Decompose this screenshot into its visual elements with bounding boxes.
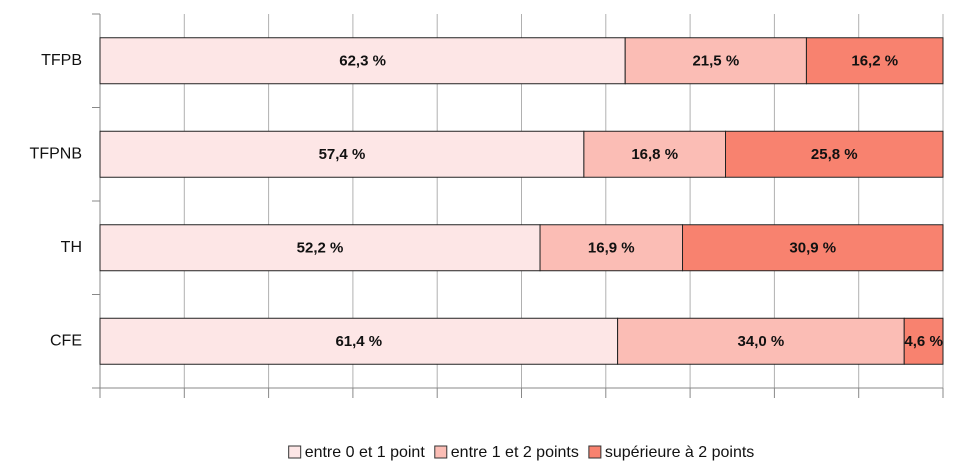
legend-swatch	[434, 445, 448, 459]
value-label: 57,4 %	[319, 146, 366, 163]
legend-swatch	[588, 445, 602, 459]
legend-swatch	[288, 445, 302, 459]
legend-label: entre 1 et 2 points	[451, 444, 579, 461]
bar-segment	[99, 37, 626, 85]
value-label: 52,2 %	[297, 240, 344, 257]
value-label: 4,6 %	[904, 333, 942, 350]
y-tick-label: TFPNB	[30, 145, 82, 162]
value-label: 61,4 %	[335, 333, 382, 350]
value-label: 62,3 %	[339, 53, 386, 70]
value-label: 16,2 %	[851, 53, 898, 70]
legend-label: entre 0 et 1 point	[305, 444, 426, 461]
bar-segment	[583, 130, 727, 178]
value-label: 16,8 %	[631, 146, 678, 163]
bar-segment	[805, 37, 944, 85]
value-label: 16,9 %	[588, 240, 635, 257]
legend-label: supérieure à 2 points	[605, 444, 754, 461]
legend: entre 0 et 1 point entre 1 et 2 points sup…	[288, 444, 754, 461]
bar-segment	[99, 317, 619, 365]
bar-segment	[624, 37, 807, 85]
bar-segment	[99, 224, 541, 272]
bar-segment	[617, 317, 905, 365]
y-tick-label: TH	[61, 239, 82, 256]
y-tick-label: CFE	[50, 332, 82, 349]
bar-segment	[903, 317, 944, 365]
bar-segment	[99, 130, 585, 178]
bar-segment	[682, 224, 944, 272]
value-label: 21,5 %	[692, 53, 739, 70]
value-label: 30,9 %	[789, 240, 836, 257]
bar-segment	[725, 130, 944, 178]
value-label: 25,8 %	[811, 146, 858, 163]
value-label: 34,0 %	[738, 333, 785, 350]
y-tick-label: TFPB	[41, 52, 82, 69]
bar-segment	[539, 224, 684, 272]
